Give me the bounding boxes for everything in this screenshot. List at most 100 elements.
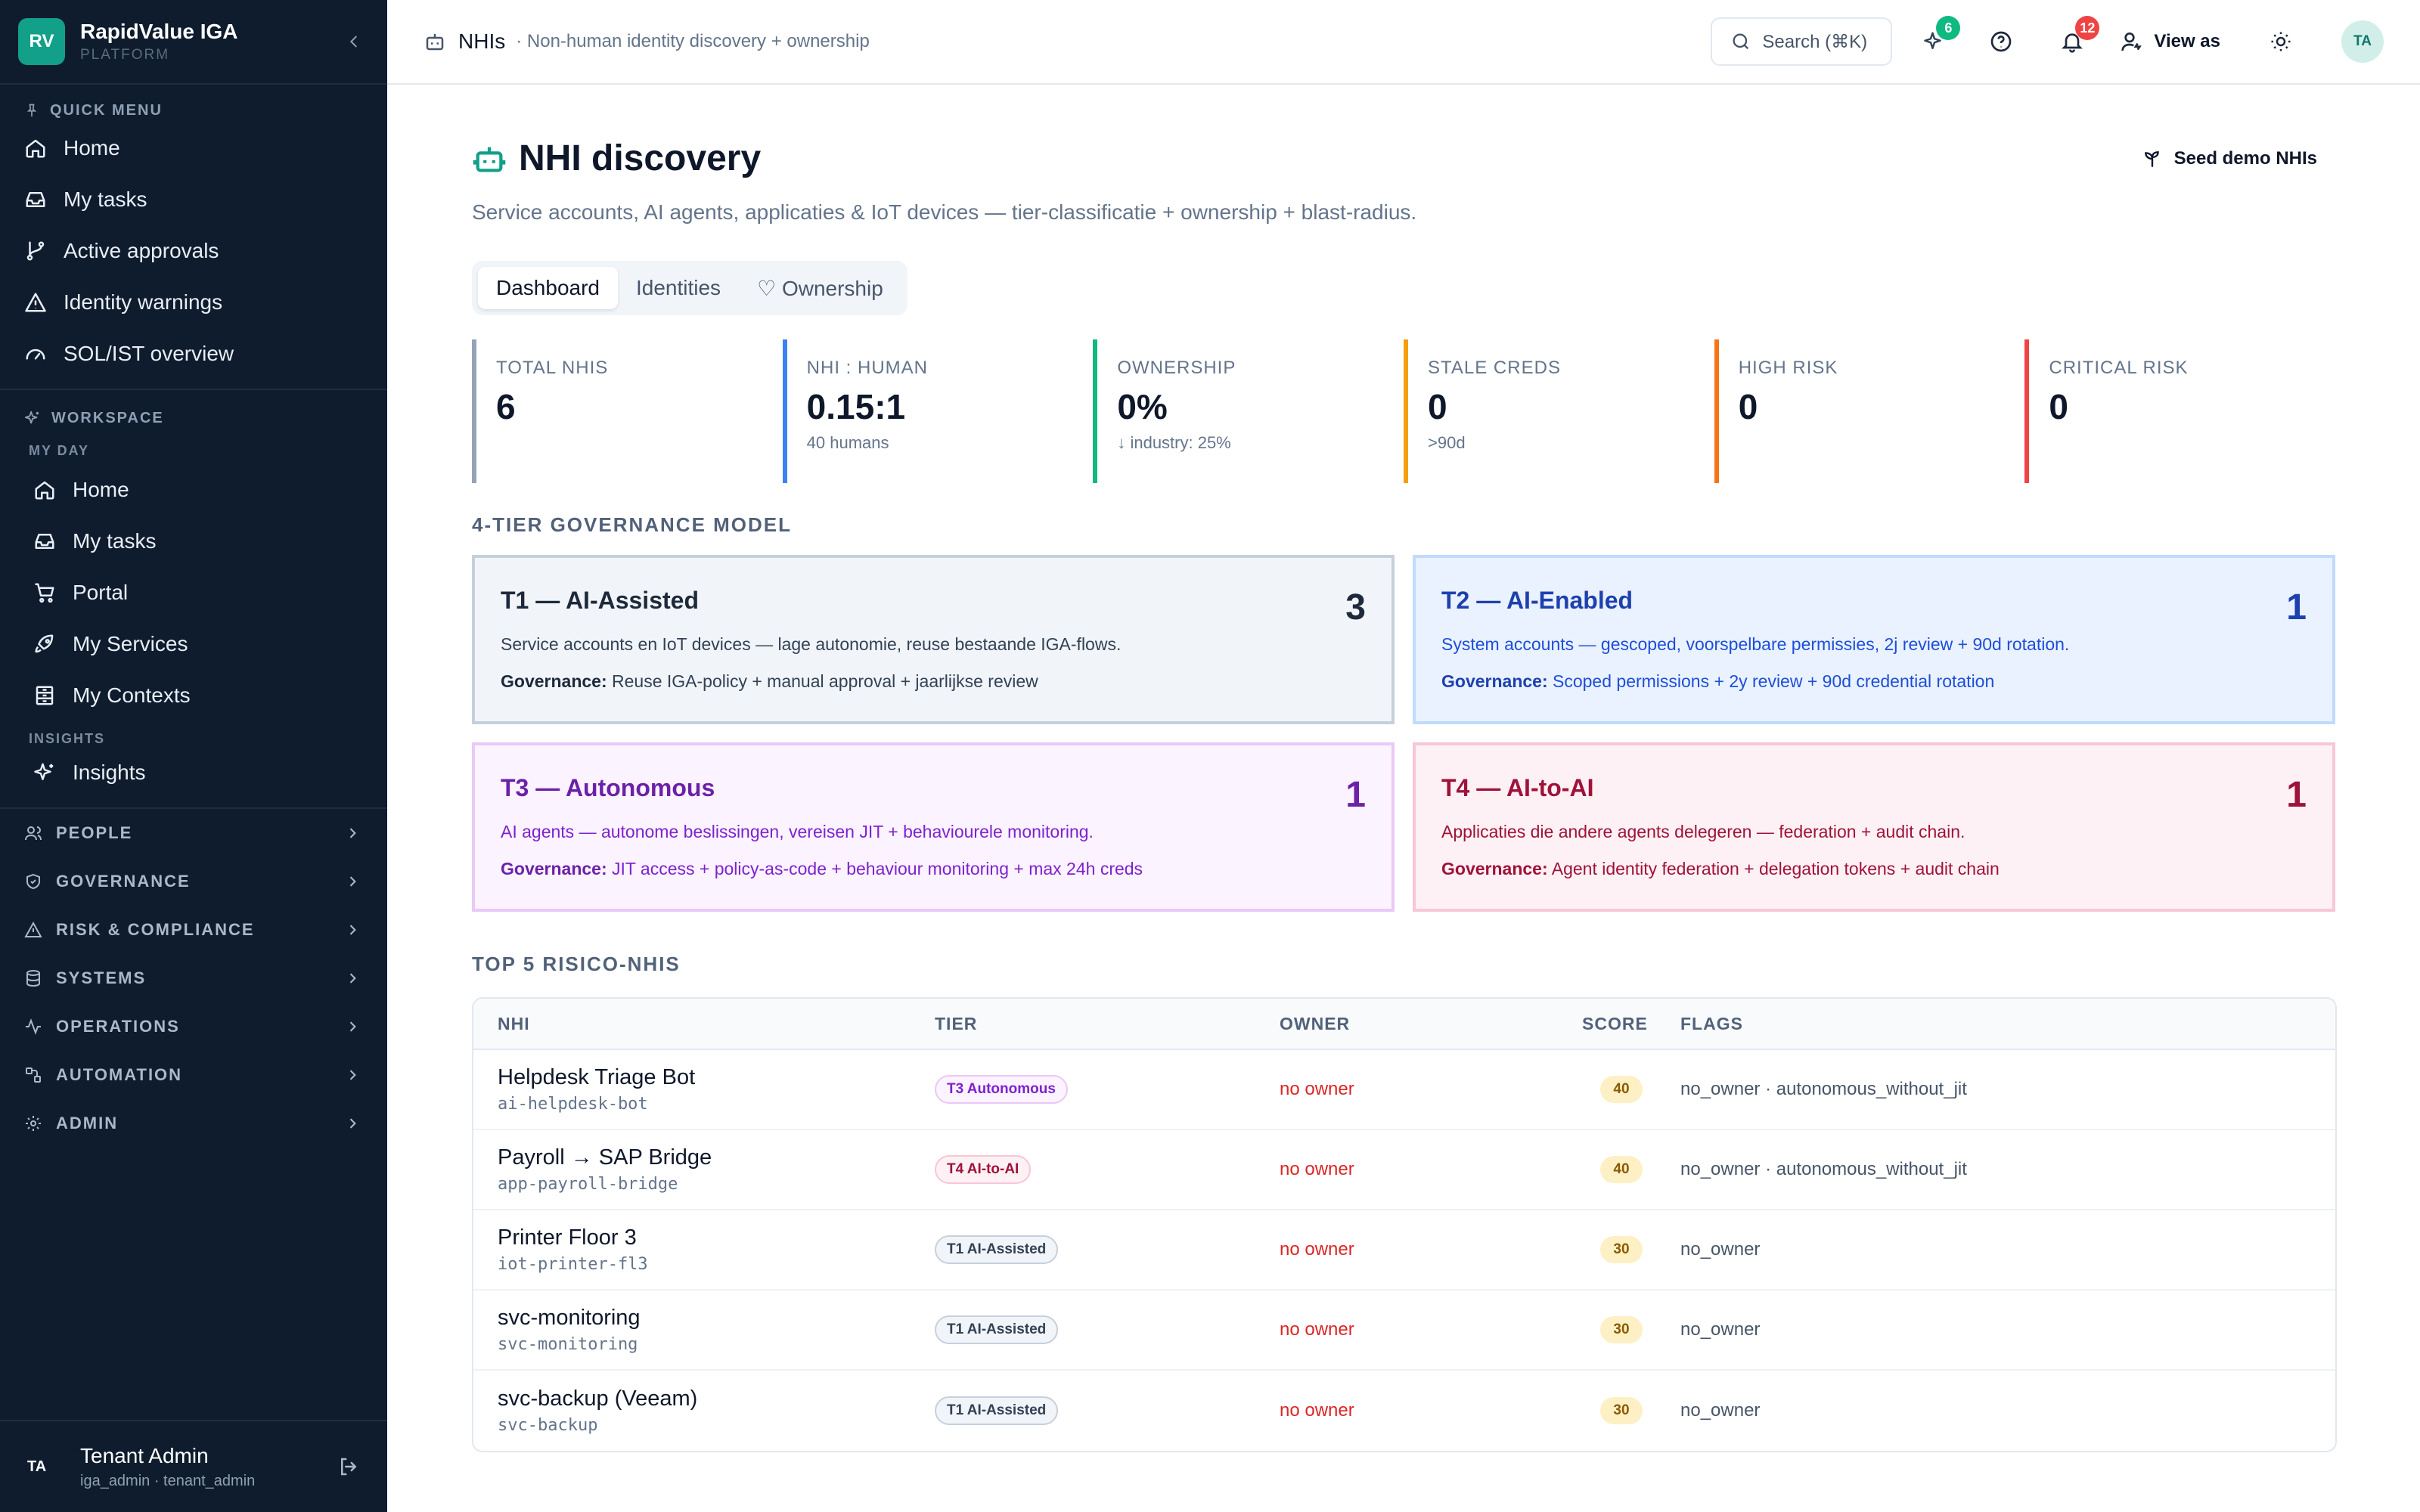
tier-card-t1[interactable]: T1 — AI-Assisted 3 Service accounts en I… — [472, 555, 1395, 724]
search-icon — [1733, 33, 1749, 50]
score-badge: 40 — [1600, 1156, 1643, 1183]
table-row[interactable]: Printer Floor 3 iot-printer-fl3 T1 AI-Ass… — [473, 1210, 2335, 1290]
brand-header: RV RapidValue IGA PLATFORM — [0, 0, 387, 85]
ai-assistant-button[interactable]: 6 — [1904, 11, 1965, 72]
topbar-description: · Non-human identity discovery + ownersh… — [516, 31, 870, 51]
chevron-right-icon — [349, 828, 356, 838]
tier-pill: T4 AI-to-AI — [935, 1155, 1032, 1184]
brand-subtitle: PLATFORM — [80, 47, 170, 63]
sparkles-icon — [24, 411, 39, 424]
view-as-button[interactable]: View as — [2121, 29, 2220, 54]
branch-icon — [26, 241, 45, 261]
tab-ownership[interactable]: ♡ Ownership — [757, 276, 883, 300]
top5-heading: TOP 5 RISICO-NHIS — [472, 953, 681, 975]
quick-sol-ist-overview[interactable]: SOL/IST overview — [0, 328, 387, 380]
database-icon — [26, 970, 40, 987]
collapse-sidebar-button[interactable] — [339, 26, 369, 57]
topbar-title: NHIs — [458, 29, 506, 53]
warning-icon — [24, 921, 42, 937]
gear-icon — [26, 1116, 41, 1131]
nav-group-admin[interactable]: ADMIN — [0, 1099, 387, 1148]
workspace-my-services[interactable]: My Services — [0, 618, 387, 670]
tier-card-t2[interactable]: T2 — AI-Enabled 1 System accounts — gesc… — [1413, 555, 2335, 724]
governance-heading: 4-TIER GOVERNANCE MODEL — [472, 513, 793, 536]
top5-table: NHI TIER OWNER SCORE FLAGS Helpdesk Tria… — [472, 997, 2337, 1452]
workspace-my-tasks[interactable]: My tasks — [0, 516, 387, 567]
stats-row: TOTAL NHIS 6 NHI : HUMAN 0.15:1 40 humans O… — [472, 339, 2335, 483]
stat-nhi-human: NHI : HUMAN 0.15:1 40 humans — [782, 339, 1094, 483]
page-title: NHI discovery — [519, 138, 762, 178]
nav-group-governance[interactable]: GOVERNANCE — [0, 857, 387, 906]
quick-my-tasks[interactable]: My tasks — [0, 174, 387, 225]
workspace-insights[interactable]: Insights — [0, 747, 387, 798]
workspace-heading: WORKSPACE — [0, 399, 387, 437]
cart-icon — [35, 583, 54, 603]
brand-logo: RV — [18, 18, 65, 65]
bot-icon — [473, 147, 506, 172]
quick-identity-warnings[interactable]: Identity warnings — [0, 277, 387, 328]
inbox-icon — [35, 534, 54, 549]
stat-total-nhis: TOTAL NHIS 6 — [472, 339, 783, 483]
stat-high-risk: HIGH RISK 0 — [1714, 339, 2025, 483]
bell-icon — [2062, 33, 2083, 53]
table-row[interactable]: Helpdesk Triage Bot ai-helpdesk-bot T3 Au… — [473, 1050, 2335, 1130]
score-badge: 40 — [1600, 1076, 1643, 1103]
user-switch-icon — [2121, 33, 2142, 51]
tier-card-t3[interactable]: T3 — Autonomous 1 AI agents — autonome b… — [472, 742, 1395, 912]
home-icon — [35, 481, 54, 500]
view-tabs: Dashboard Identities ♡ Ownership — [472, 261, 908, 315]
nav-group-operations[interactable]: OPERATIONS — [0, 1002, 387, 1051]
workspace-portal[interactable]: Portal — [0, 567, 387, 618]
stat-critical-risk: CRITICAL RISK 0 — [2024, 339, 2335, 483]
stat-ownership: OWNERSHIP 0% ↓ industry: 25% — [1093, 339, 1404, 483]
insights-label: INSIGHTS — [29, 731, 106, 746]
workspace-my-contexts[interactable]: My Contexts — [0, 670, 387, 721]
people-icon — [25, 826, 42, 841]
search-button[interactable]: Search (⌘K) — [1711, 17, 1893, 66]
my-day-label: MY DAY — [29, 442, 90, 458]
chevron-right-icon — [349, 1118, 356, 1129]
chevron-right-icon — [349, 876, 356, 887]
help-button[interactable] — [1971, 11, 2031, 72]
user-name: Tenant Admin — [80, 1443, 209, 1467]
tier-card-t4[interactable]: T4 — AI-to-AI 1 Applicaties die andere a… — [1413, 742, 2335, 912]
stat-stale-creds: STALE CREDS 0 >90d — [1404, 339, 1714, 483]
account-avatar[interactable]: TA — [2341, 20, 2384, 63]
sparkles-icon — [34, 763, 54, 780]
workspace-home[interactable]: Home — [0, 464, 387, 516]
sidebar: RV RapidValue IGA PLATFORM QUICK MENU Ho… — [0, 0, 387, 1512]
sparkles-icon — [1924, 32, 1942, 49]
sprout-icon — [2144, 150, 2159, 167]
logout-icon — [341, 1458, 357, 1476]
score-badge: 30 — [1600, 1397, 1643, 1424]
table-row[interactable]: svc-monitoring svc-monitoring T1 AI-Assis… — [473, 1290, 2335, 1371]
inbox-icon — [26, 192, 45, 207]
notifications-badge: 12 — [2075, 16, 2100, 40]
nav-group-automation[interactable]: AUTOMATION — [0, 1051, 387, 1099]
chevron-right-icon — [349, 973, 356, 984]
table-row[interactable]: Payroll → SAP Bridge app-payroll-bridge T… — [473, 1130, 2335, 1210]
sun-icon — [2271, 32, 2291, 51]
warning-icon — [25, 293, 46, 312]
nav-group-people[interactable]: PEOPLE — [0, 809, 387, 857]
logout-button[interactable] — [337, 1455, 360, 1478]
quick-active-approvals[interactable]: Active approvals — [0, 225, 387, 277]
quick-menu-heading: QUICK MENU — [0, 98, 387, 122]
page-subtitle: Service accounts, AI agents, applicaties… — [472, 200, 1417, 224]
tab-identities[interactable]: Identities — [635, 276, 721, 299]
gauge-icon — [26, 349, 45, 360]
notifications-button[interactable]: 12 — [2042, 11, 2102, 72]
theme-toggle-button[interactable] — [2251, 11, 2311, 72]
chevron-left-icon — [349, 36, 357, 48]
tier-grid: T1 — AI-Assisted 3 Service accounts en I… — [472, 555, 2335, 912]
nav-group-systems[interactable]: SYSTEMS — [0, 954, 387, 1002]
table-row[interactable]: svc-backup (Veeam) svc-backup T1 AI-Assis… — [498, 1387, 1761, 1435]
quick-home[interactable]: Home — [0, 122, 387, 174]
nav-group-risk-compliance[interactable]: RISK & COMPLIANCE — [0, 906, 387, 954]
tab-dashboard[interactable]: Dashboard — [478, 267, 618, 309]
chevron-right-icon — [349, 925, 356, 935]
tier-pill: T3 Autonomous — [935, 1075, 1068, 1104]
user-role: iga_admin · tenant_admin — [80, 1472, 256, 1489]
score-badge: 30 — [1600, 1316, 1643, 1343]
seed-demo-button[interactable]: Seed demo NHIs — [2142, 148, 2317, 169]
